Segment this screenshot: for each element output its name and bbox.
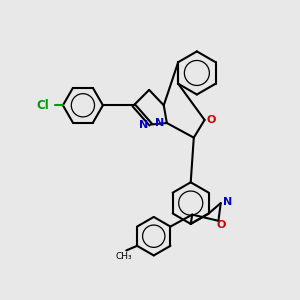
Text: Cl: Cl (36, 99, 49, 112)
Text: O: O (216, 220, 225, 230)
Text: N: N (139, 120, 148, 130)
Text: CH₃: CH₃ (116, 252, 132, 261)
Text: O: O (207, 115, 216, 125)
Text: N: N (223, 196, 232, 206)
Text: N: N (155, 118, 164, 128)
